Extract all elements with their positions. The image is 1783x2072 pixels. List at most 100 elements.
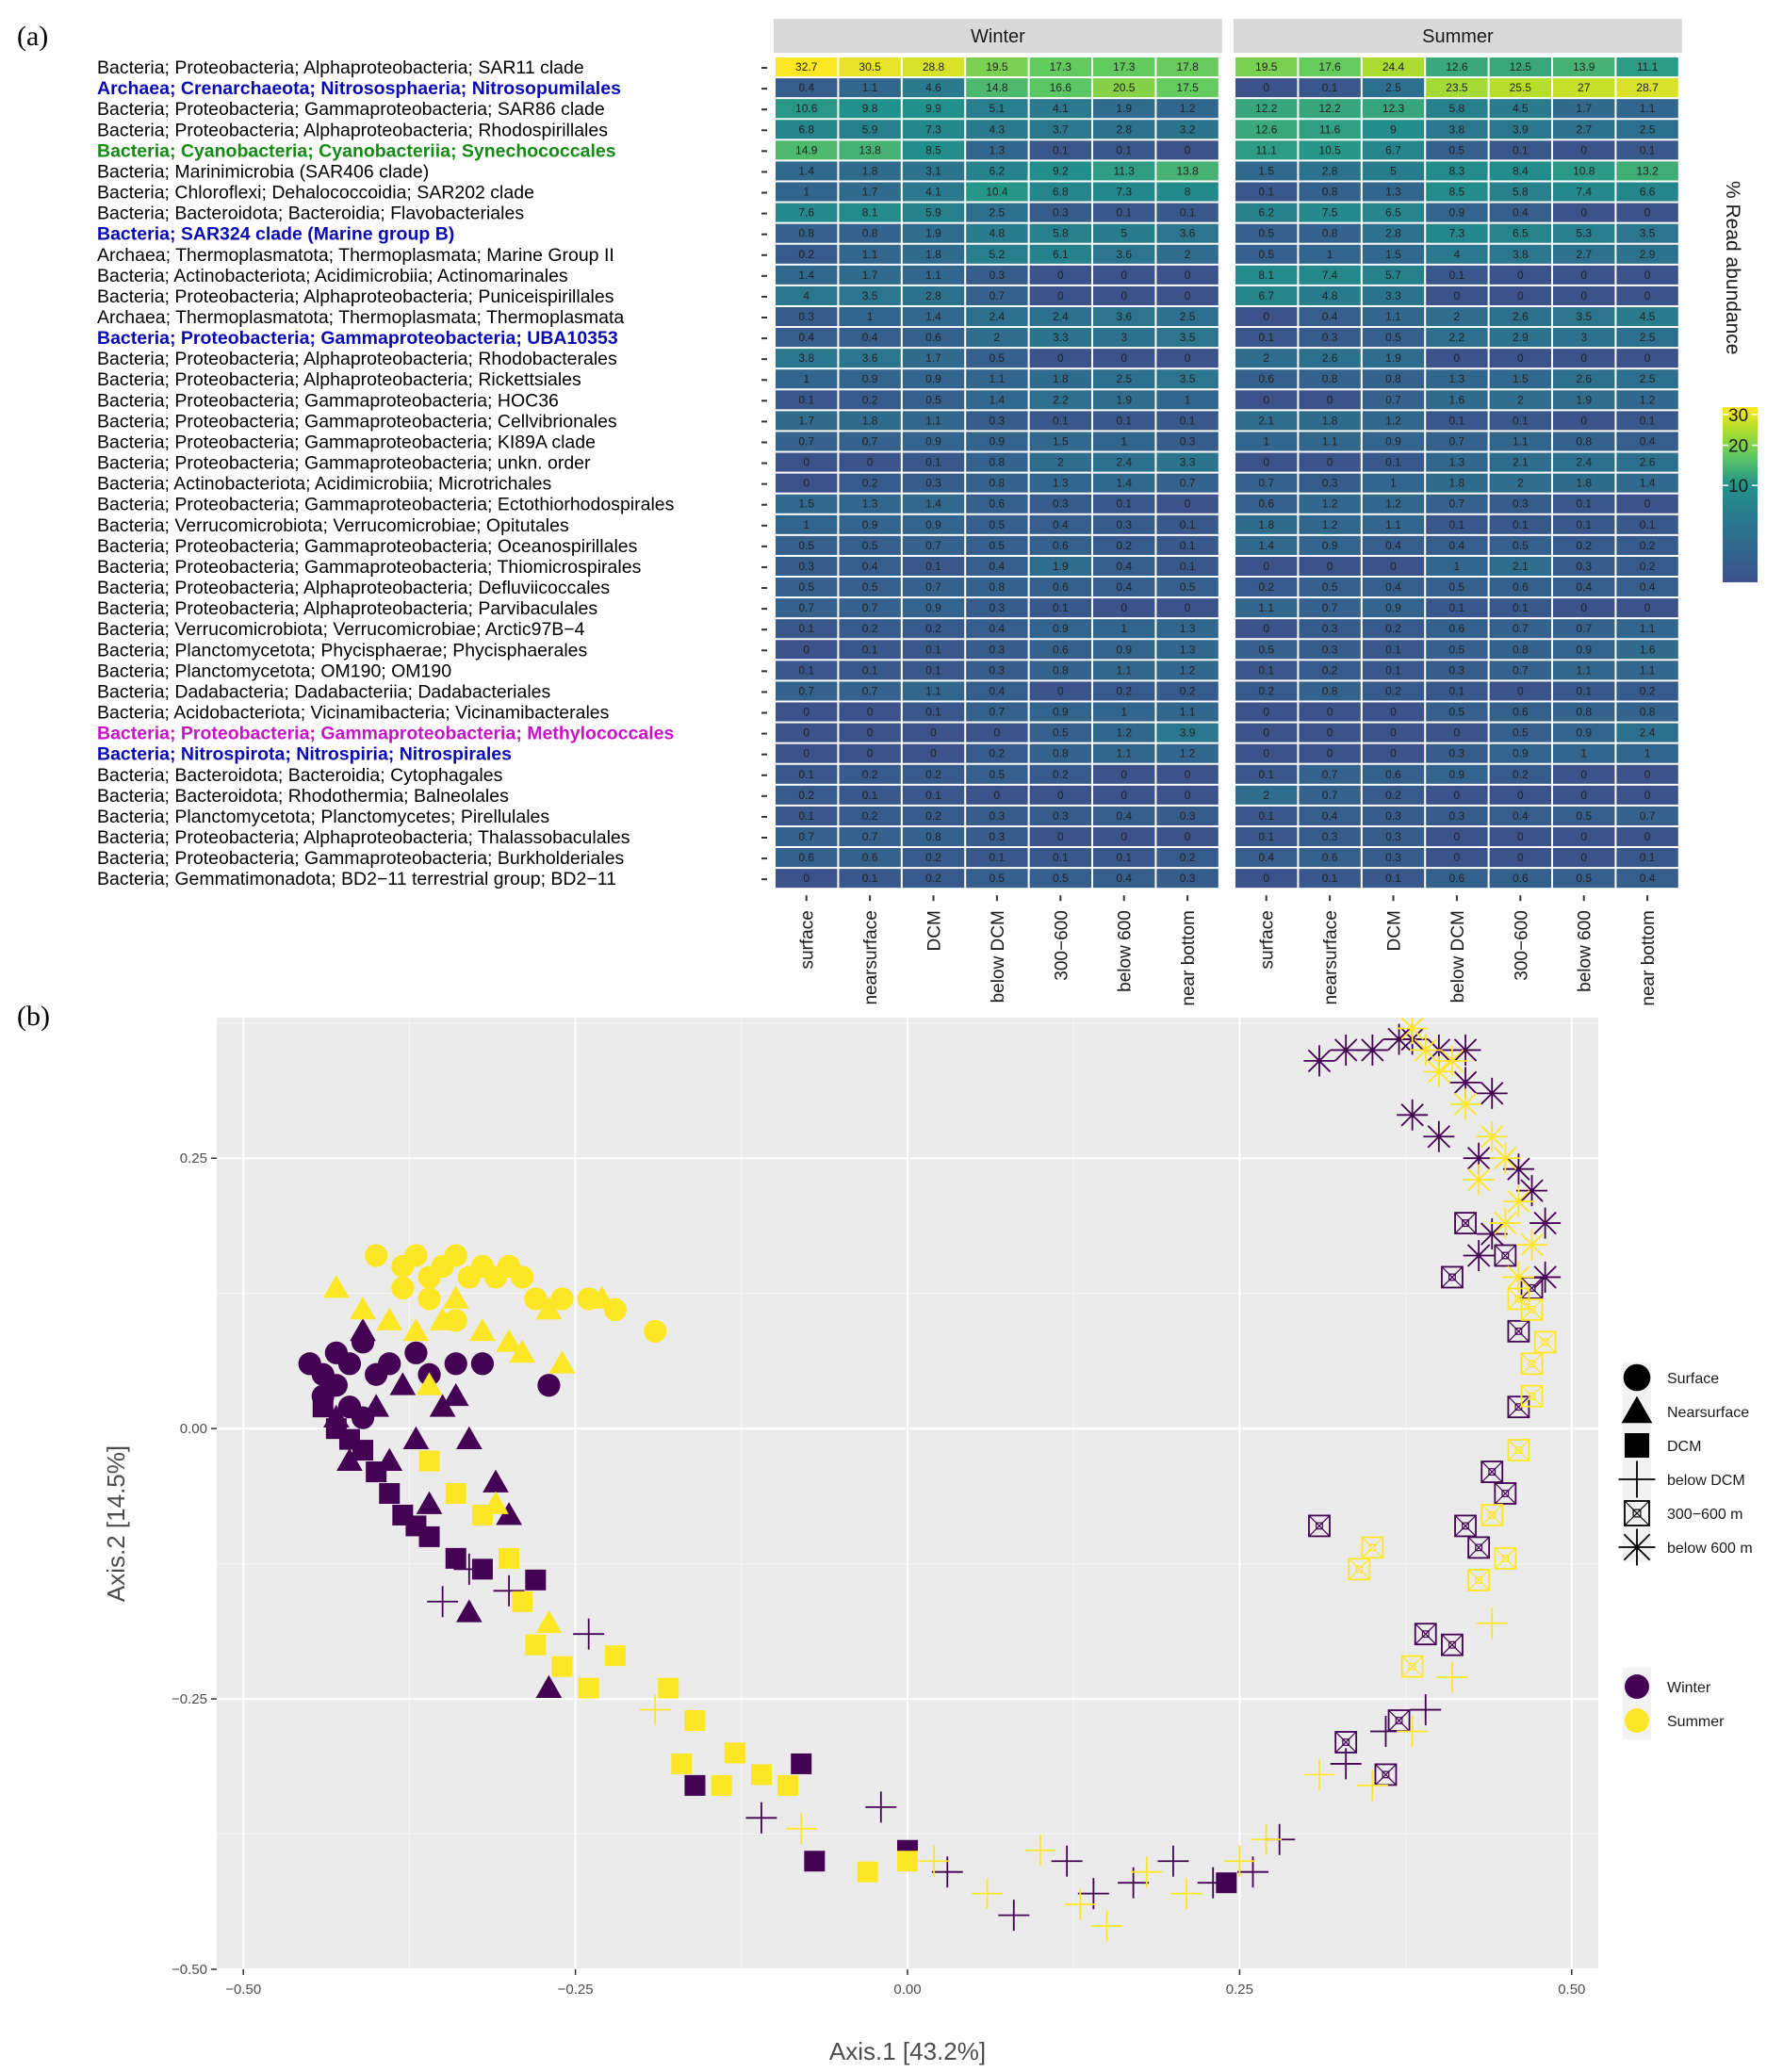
data-point	[455, 1426, 483, 1450]
data-point	[684, 1710, 706, 1732]
cell-value-label: 12.3	[1382, 102, 1405, 115]
cell-value-label: 11.6	[1319, 122, 1341, 136]
cell-value-label: 0	[1121, 269, 1127, 282]
heatmap-cell	[1362, 452, 1425, 472]
heatmap-cell	[1362, 161, 1425, 181]
heatmap-cell	[776, 182, 838, 202]
row-label: Bacteria; Planctomycetota; Planctomycete…	[97, 807, 549, 827]
heatmap-cell	[1029, 494, 1091, 514]
heatmap-cell	[1616, 619, 1678, 639]
cell-value-label: 0.3	[1449, 747, 1465, 760]
heatmap-cell	[839, 411, 901, 431]
cell-value-label: 0.3	[925, 477, 941, 490]
heatmap-cell	[902, 161, 965, 181]
y-axis-title: Axis.2 [14.5%]	[102, 1445, 130, 1602]
cell-value-label: 0.1	[798, 768, 814, 781]
cell-value-label: 0.2	[798, 248, 814, 261]
heatmap-cell	[1235, 578, 1298, 597]
cell-value-label: 0.9	[862, 518, 878, 531]
cell-value-label: 1.3	[1449, 456, 1465, 469]
cell-value-label: 0.3	[1053, 498, 1069, 511]
heatmap-cell	[1156, 349, 1219, 368]
cell-value-label: 0	[1580, 768, 1587, 781]
data-point	[857, 1861, 878, 1883]
heatmap-cell	[839, 764, 901, 784]
series-below-600-m-winter	[1303, 1023, 1562, 1293]
heatmap-cell	[902, 120, 965, 139]
cell-value-label: 3.3	[1180, 456, 1196, 469]
cell-value-label: 1.5	[1385, 248, 1401, 261]
x-tick-label: 0.00	[893, 1982, 921, 1998]
cell-value-label: 0	[1121, 351, 1127, 365]
data-point	[1051, 1845, 1083, 1877]
cell-value-label: 0.1	[798, 393, 814, 406]
cell-value-label: 2.8	[1385, 227, 1401, 240]
heatmap-cell	[1362, 598, 1425, 618]
cell-value-label: 0.9	[862, 372, 878, 385]
heatmap-cell	[1299, 452, 1361, 472]
heatmap-cell	[776, 661, 838, 680]
heatmap-cell	[902, 681, 965, 701]
heatmap-cell	[1489, 494, 1551, 514]
cell-value-label: 0.1	[1053, 414, 1069, 427]
cell-value-label: 1.8	[1258, 518, 1274, 531]
data-point	[1533, 1330, 1557, 1354]
cell-value-label: 0.3	[1385, 830, 1401, 843]
cell-value-label: 5.1	[990, 102, 1006, 115]
cell-value-label: 0.1	[1258, 663, 1274, 677]
heatmap-cell	[1553, 723, 1615, 742]
legend-shape-square-icon	[1625, 1433, 1649, 1458]
heatmap-cell	[1235, 432, 1298, 451]
cell-value-label: 0.4	[1576, 580, 1592, 594]
heatmap-cell	[1029, 390, 1091, 410]
cell-value-label: 1.1	[990, 372, 1006, 385]
heatmap-cell	[1156, 161, 1219, 181]
cell-value-label: 0	[1263, 872, 1269, 885]
heatmap-cell	[1093, 306, 1155, 327]
heatmap-cell	[1156, 411, 1219, 431]
cell-value-label: 1.1	[1116, 747, 1132, 760]
cell-value-label: 13.8	[1176, 164, 1199, 177]
heatmap-cell	[1029, 411, 1091, 431]
cell-value-label: 5.7	[1385, 269, 1401, 282]
heatmap-cell	[902, 640, 965, 660]
cell-value-label: 5	[1121, 227, 1127, 240]
heatmap-cell	[902, 140, 965, 160]
cell-value-label: 0.9	[1449, 206, 1465, 220]
heatmap-cell	[1489, 411, 1551, 431]
cell-value-label: 5.2	[990, 248, 1006, 261]
heatmap-cell	[1553, 494, 1615, 514]
data-point	[1489, 1207, 1521, 1239]
cell-value-label: 3.5	[1180, 372, 1196, 385]
row-label: Bacteria; Bacteroidota; Rhodothermia; Ba…	[97, 786, 509, 807]
heatmap-cell	[1235, 390, 1298, 410]
heatmap-cell	[1029, 203, 1091, 222]
heatmap-cell	[1426, 598, 1488, 618]
cell-value-label: 14.8	[986, 81, 1008, 94]
heatmap-cell	[1616, 452, 1678, 472]
cell-value-label: 0	[1263, 747, 1269, 760]
heatmap-cell	[1156, 223, 1219, 243]
cell-value-label: 6.8	[1053, 186, 1069, 199]
panel-b-letter: (b)	[17, 1001, 50, 1032]
heatmap-cell	[1029, 182, 1091, 202]
cell-value-label: 0	[1580, 289, 1587, 302]
row-label: Bacteria; Proteobacteria; Gammaproteobac…	[97, 495, 675, 515]
data-point	[1494, 1546, 1517, 1570]
data-point	[1223, 1845, 1255, 1877]
series-below-dcm-summer	[639, 1607, 1508, 1942]
heatmap-cell	[1299, 328, 1361, 348]
heatmap-cell	[1553, 785, 1615, 805]
cell-value-label: 0	[803, 747, 810, 760]
heatmap-cell	[839, 514, 901, 534]
cell-value-label: 1.1	[1180, 706, 1196, 719]
data-point	[1476, 1077, 1508, 1109]
cell-value-label: 0.5	[862, 580, 878, 594]
heatmap-cell	[1489, 723, 1551, 742]
cell-value-label: 0	[1121, 830, 1127, 843]
cell-value-label: 0.3	[1576, 560, 1592, 573]
heatmap-cell	[776, 785, 838, 805]
cell-value-label: 0.3	[1116, 518, 1132, 531]
cell-value-label: 0.1	[1576, 518, 1592, 531]
heatmap-cell	[1553, 244, 1615, 264]
